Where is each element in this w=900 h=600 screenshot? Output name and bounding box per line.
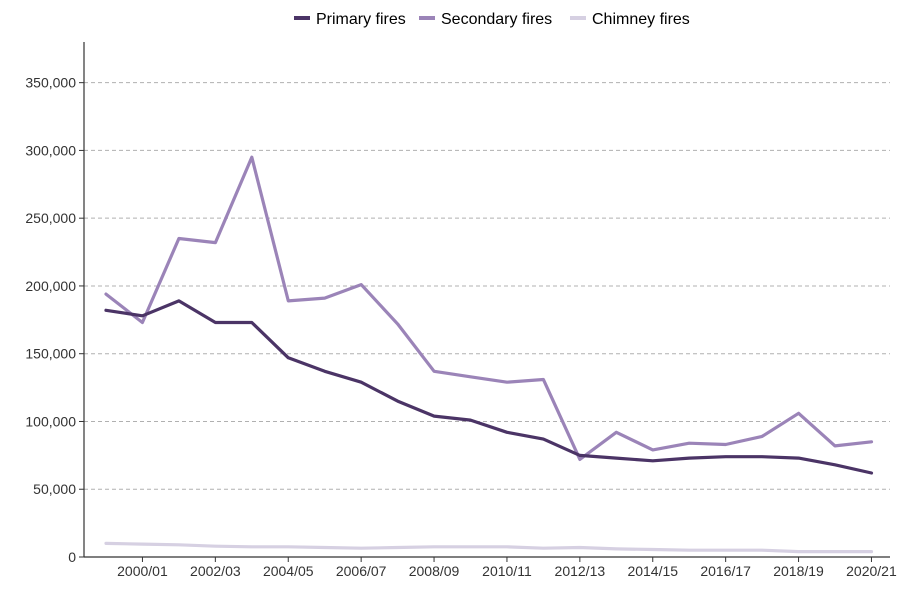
- legend: Primary fires Secondary fires Chimney fire…: [294, 11, 690, 28]
- axes: [83, 42, 890, 558]
- y-tick-label: 300,000: [25, 142, 76, 158]
- y-tick-label: 350,000: [25, 75, 76, 91]
- series-lines: [104, 155, 874, 554]
- x-tick-label: 2016/17: [700, 563, 751, 579]
- x-tick-label: 2012/13: [555, 563, 606, 579]
- y-tick-label: 150,000: [25, 346, 76, 362]
- x-tick-label: 2006/07: [336, 563, 387, 579]
- legend-label: Primary fires: [316, 11, 406, 28]
- x-axis-ticks: 2000/01 2002/03 2004/05 2006/07 2008/09 2010/…: [117, 557, 897, 579]
- x-tick-label: 2018/19: [773, 563, 824, 579]
- x-tick-label: 2008/09: [409, 563, 460, 579]
- gridlines: [84, 82, 890, 490]
- y-tick-label: 50,000: [33, 481, 76, 497]
- legend-label: Chimney fires: [592, 11, 690, 28]
- y-axis-ticks: 0 50,000 100,000 150,000 200,000 250,000 300,0…: [25, 75, 84, 565]
- x-tick-label: 2020/21: [846, 563, 897, 579]
- x-tick-label: 2014/15: [627, 563, 678, 579]
- x-tick-label: 2002/03: [190, 563, 241, 579]
- series-line-primary-fires: [104, 299, 874, 475]
- y-tick-label: 250,000: [25, 210, 76, 226]
- series-line-chimney-fires: [104, 541, 874, 554]
- y-tick-label: 100,000: [25, 413, 76, 429]
- x-tick-label: 2004/05: [263, 563, 314, 579]
- x-tick-label: 2000/01: [117, 563, 168, 579]
- legend-label: Secondary fires: [441, 11, 552, 28]
- y-tick-label: 200,000: [25, 278, 76, 294]
- x-tick-label: 2010/11: [482, 563, 532, 579]
- series-line-secondary-fires: [104, 155, 874, 461]
- y-tick-label: 0: [68, 549, 76, 565]
